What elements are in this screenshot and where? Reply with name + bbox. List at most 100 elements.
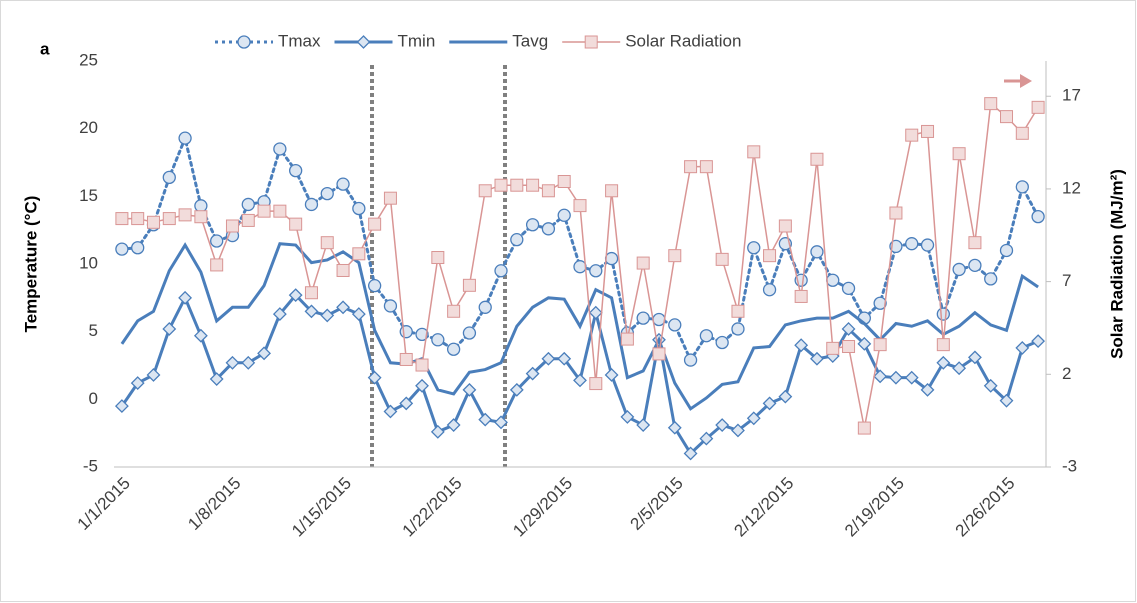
marker	[683, 353, 698, 367]
y2-tick-label: 17	[1062, 86, 1081, 105]
marker	[367, 279, 382, 293]
y2-axis-title: Solar Radiation (MJ/m²)	[1107, 169, 1126, 359]
marker	[699, 329, 714, 343]
marker	[715, 252, 729, 266]
marker	[889, 370, 903, 385]
marker	[178, 208, 192, 222]
marker	[257, 204, 271, 218]
marker	[320, 308, 335, 323]
legend-item: Tmin	[334, 31, 436, 50]
legend-label: Tavg	[512, 31, 548, 50]
marker	[431, 333, 445, 347]
marker	[557, 175, 571, 189]
marker	[431, 251, 445, 265]
marker	[320, 236, 334, 250]
marker	[842, 339, 856, 353]
marker	[115, 242, 129, 256]
marker	[415, 358, 429, 372]
marker	[763, 249, 777, 263]
marker	[210, 258, 224, 272]
marker	[905, 237, 919, 251]
marker	[573, 199, 587, 213]
marker	[999, 243, 1014, 258]
y-tick-label: 0	[89, 389, 98, 408]
marker	[1000, 110, 1014, 124]
legend-item: Solar Radiation	[562, 31, 741, 50]
marker	[462, 326, 477, 340]
y-tick-label: 5	[89, 321, 98, 340]
marker	[605, 184, 619, 198]
marker	[999, 393, 1014, 408]
marker	[699, 431, 714, 446]
marker	[826, 341, 840, 355]
marker	[178, 290, 193, 305]
y2-tick-label: 2	[1062, 364, 1071, 383]
marker	[114, 399, 129, 414]
marker	[304, 197, 319, 212]
marker	[356, 35, 371, 49]
marker	[604, 251, 619, 266]
marker	[968, 236, 982, 250]
marker	[936, 355, 951, 370]
y-tick-label: 10	[79, 253, 98, 272]
marker	[162, 212, 176, 226]
y-axis-title: Temperature (°C)	[21, 196, 40, 333]
marker	[304, 286, 318, 300]
marker	[237, 35, 251, 49]
marker	[383, 299, 398, 313]
marker	[273, 142, 287, 156]
marker	[747, 145, 761, 159]
marker	[351, 307, 366, 321]
marker	[636, 311, 650, 325]
marker	[873, 338, 887, 352]
marker	[636, 256, 650, 270]
marker	[162, 170, 176, 185]
marker	[557, 208, 571, 222]
marker	[584, 35, 598, 49]
marker	[336, 177, 350, 191]
marker	[494, 415, 508, 430]
marker	[904, 370, 919, 385]
marker	[510, 232, 524, 247]
marker	[1015, 340, 1030, 355]
marker	[778, 389, 793, 404]
marker	[810, 245, 824, 259]
marker	[225, 219, 239, 233]
y-tick-label: 20	[79, 118, 98, 137]
marker	[794, 289, 808, 303]
marker	[668, 249, 682, 263]
marker	[478, 412, 493, 427]
marker	[131, 241, 145, 255]
marker	[588, 305, 603, 320]
marker	[778, 219, 792, 233]
marker	[715, 418, 730, 432]
marker	[447, 304, 461, 318]
marker	[810, 351, 824, 366]
marker	[210, 234, 224, 248]
marker	[920, 382, 935, 397]
legend-label: Tmin	[398, 31, 436, 50]
marker	[209, 372, 224, 386]
marker	[241, 197, 255, 212]
marker	[604, 368, 619, 382]
marker	[352, 247, 366, 261]
marker	[383, 191, 397, 205]
marker	[841, 322, 856, 336]
marker	[683, 446, 698, 461]
marker	[873, 296, 887, 310]
y-tick-label: -5	[83, 456, 98, 475]
marker	[873, 369, 888, 384]
marker	[731, 322, 745, 336]
y-tick-label: 25	[79, 50, 98, 69]
marker	[921, 124, 935, 138]
marker	[857, 336, 872, 351]
marker	[272, 307, 287, 321]
marker	[920, 238, 935, 252]
marker	[462, 278, 476, 292]
marker	[115, 212, 129, 226]
marker	[1031, 209, 1045, 224]
marker	[478, 300, 492, 314]
marker	[178, 131, 192, 145]
marker	[1015, 126, 1029, 140]
marker	[667, 420, 682, 435]
